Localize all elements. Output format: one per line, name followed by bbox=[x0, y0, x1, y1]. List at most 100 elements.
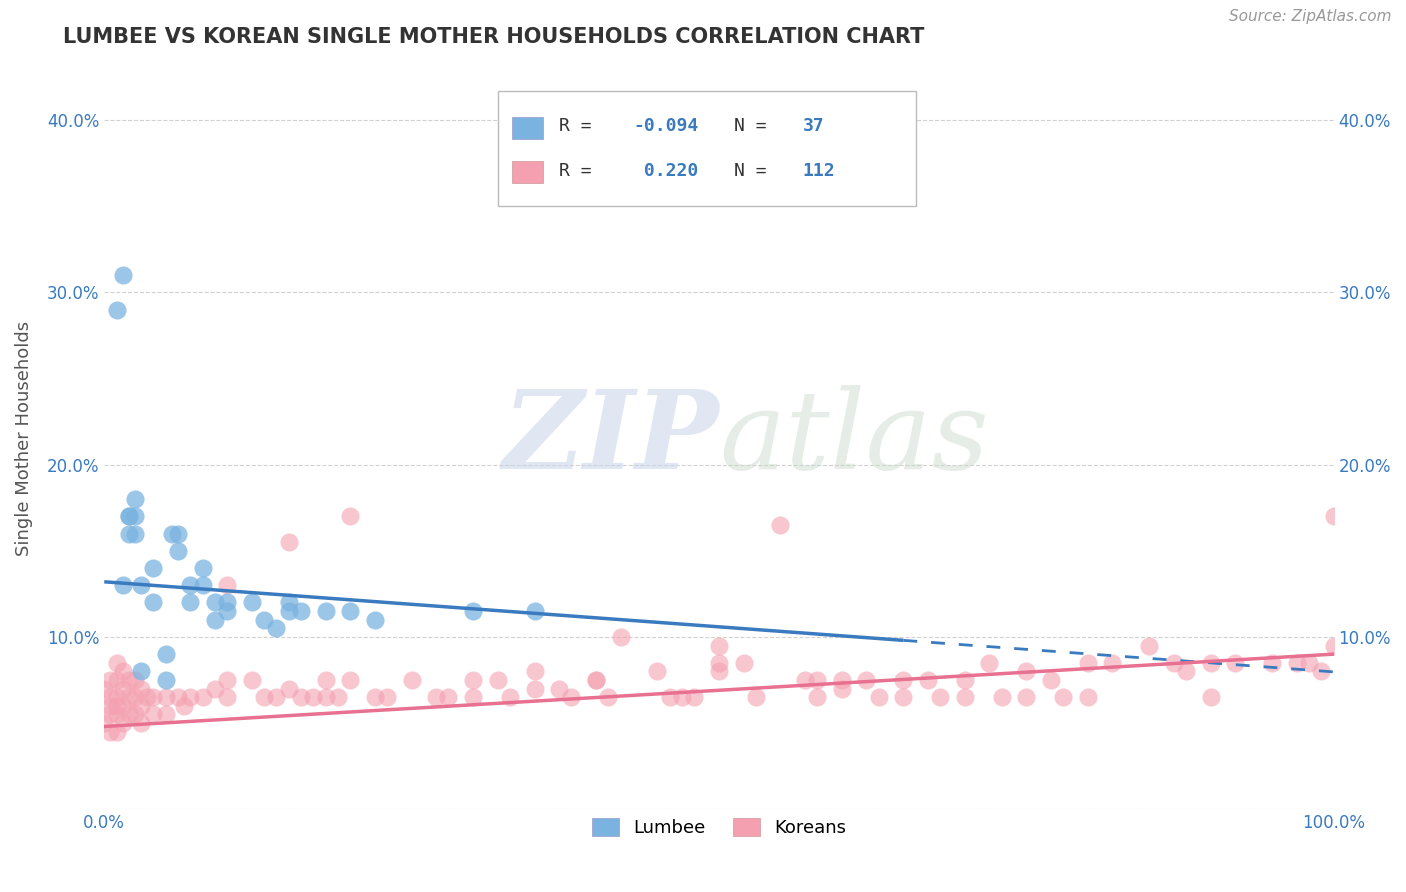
Point bbox=[1015, 690, 1038, 705]
Point bbox=[179, 578, 201, 592]
Point bbox=[585, 673, 607, 687]
Point bbox=[290, 604, 312, 618]
Point bbox=[499, 690, 522, 705]
Point bbox=[461, 690, 484, 705]
Point bbox=[118, 707, 141, 722]
Point bbox=[1052, 690, 1074, 705]
Point bbox=[100, 724, 122, 739]
Point bbox=[142, 707, 165, 722]
Point bbox=[129, 716, 152, 731]
Point bbox=[326, 690, 349, 705]
Point bbox=[1323, 639, 1346, 653]
Point bbox=[191, 561, 214, 575]
Text: atlas: atlas bbox=[718, 385, 988, 492]
Point bbox=[560, 690, 582, 705]
Text: N =: N = bbox=[734, 161, 778, 179]
Point bbox=[118, 673, 141, 687]
Point bbox=[461, 604, 484, 618]
Point bbox=[142, 595, 165, 609]
Point bbox=[486, 673, 509, 687]
Point bbox=[658, 690, 681, 705]
Point bbox=[191, 690, 214, 705]
Text: 0.220: 0.220 bbox=[633, 161, 699, 179]
Point bbox=[1163, 656, 1185, 670]
Point bbox=[100, 698, 122, 713]
Point bbox=[124, 673, 146, 687]
Point bbox=[1285, 656, 1308, 670]
Point bbox=[806, 673, 828, 687]
Point bbox=[111, 578, 134, 592]
Point bbox=[671, 690, 693, 705]
Text: R =: R = bbox=[560, 117, 603, 136]
Point bbox=[548, 681, 571, 696]
Point bbox=[979, 656, 1001, 670]
Point bbox=[129, 578, 152, 592]
Point bbox=[129, 665, 152, 679]
Point bbox=[891, 673, 914, 687]
Point bbox=[745, 690, 768, 705]
Point bbox=[769, 518, 792, 533]
Point bbox=[173, 698, 195, 713]
Point bbox=[118, 509, 141, 524]
Point bbox=[523, 681, 546, 696]
Point bbox=[105, 707, 128, 722]
Point bbox=[204, 613, 226, 627]
Point bbox=[647, 665, 669, 679]
Point bbox=[315, 604, 337, 618]
Point bbox=[240, 595, 263, 609]
Point bbox=[266, 621, 288, 635]
Point bbox=[240, 673, 263, 687]
Text: N =: N = bbox=[734, 117, 778, 136]
Point bbox=[118, 509, 141, 524]
Point bbox=[917, 673, 939, 687]
Point bbox=[1137, 639, 1160, 653]
Point bbox=[124, 690, 146, 705]
Point bbox=[111, 681, 134, 696]
Point bbox=[831, 673, 853, 687]
Point bbox=[425, 690, 447, 705]
Point bbox=[155, 690, 177, 705]
Point bbox=[111, 716, 134, 731]
Point bbox=[111, 698, 134, 713]
FancyBboxPatch shape bbox=[512, 117, 543, 139]
Point bbox=[683, 690, 706, 705]
Point bbox=[401, 673, 423, 687]
Point bbox=[105, 302, 128, 317]
Point bbox=[806, 690, 828, 705]
Point bbox=[93, 716, 115, 731]
Point bbox=[277, 681, 299, 696]
Point bbox=[155, 647, 177, 661]
Point bbox=[217, 690, 239, 705]
Point bbox=[105, 698, 128, 713]
Point bbox=[142, 561, 165, 575]
Point bbox=[105, 690, 128, 705]
Point bbox=[111, 665, 134, 679]
Point bbox=[217, 578, 239, 592]
Text: 112: 112 bbox=[803, 161, 835, 179]
Point bbox=[105, 673, 128, 687]
Point bbox=[179, 690, 201, 705]
Point bbox=[609, 630, 631, 644]
Point bbox=[1077, 656, 1099, 670]
Point bbox=[1225, 656, 1247, 670]
Point bbox=[167, 526, 190, 541]
Point bbox=[1298, 656, 1320, 670]
Point bbox=[105, 724, 128, 739]
Point bbox=[437, 690, 460, 705]
Point bbox=[204, 595, 226, 609]
Point bbox=[1039, 673, 1062, 687]
Point bbox=[277, 604, 299, 618]
FancyBboxPatch shape bbox=[512, 161, 543, 184]
Text: ZIP: ZIP bbox=[502, 385, 718, 492]
Point bbox=[217, 673, 239, 687]
Point bbox=[167, 690, 190, 705]
Point bbox=[953, 690, 976, 705]
Point bbox=[277, 535, 299, 549]
Point bbox=[585, 673, 607, 687]
Point bbox=[290, 690, 312, 705]
Point bbox=[1261, 656, 1284, 670]
Point bbox=[523, 604, 546, 618]
Point bbox=[124, 492, 146, 507]
Text: 37: 37 bbox=[803, 117, 824, 136]
Point bbox=[129, 681, 152, 696]
